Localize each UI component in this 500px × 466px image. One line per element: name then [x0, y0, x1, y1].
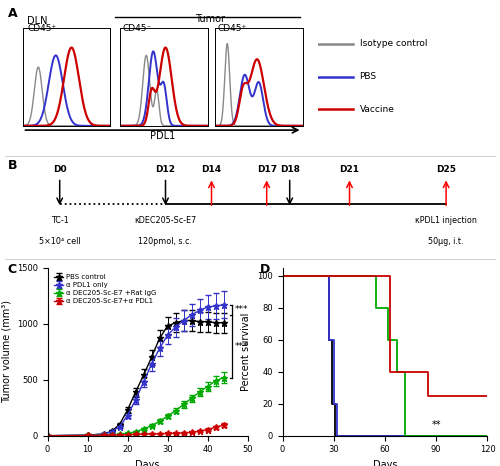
Text: A: A — [8, 7, 17, 20]
Text: D12: D12 — [156, 164, 176, 174]
Text: CD45⁻: CD45⁻ — [122, 24, 152, 33]
Text: Vaccine: Vaccine — [360, 105, 394, 114]
Text: ***: *** — [234, 305, 248, 315]
Text: κDEC205-Sc-E7: κDEC205-Sc-E7 — [134, 216, 196, 225]
Text: DLN: DLN — [28, 16, 48, 26]
Text: PDL1: PDL1 — [150, 131, 175, 141]
Text: D21: D21 — [340, 164, 359, 174]
Text: CD45⁺: CD45⁺ — [28, 24, 57, 33]
Text: D14: D14 — [202, 164, 222, 174]
Text: D0: D0 — [53, 164, 66, 174]
Text: D17: D17 — [256, 164, 277, 174]
Text: 120pmol, s.c.: 120pmol, s.c. — [138, 237, 192, 246]
Text: C: C — [8, 263, 16, 276]
Y-axis label: Tumor volume (mm³): Tumor volume (mm³) — [1, 300, 11, 404]
Text: κPDL1 injection: κPDL1 injection — [415, 216, 477, 225]
Text: **: ** — [432, 420, 441, 430]
Text: CD45⁺: CD45⁺ — [218, 24, 247, 33]
Text: PBS: PBS — [360, 72, 376, 81]
Text: D25: D25 — [436, 164, 456, 174]
Text: Tumor: Tumor — [195, 14, 225, 24]
Text: Isotype control: Isotype control — [360, 39, 427, 48]
Text: D18: D18 — [280, 164, 299, 174]
Y-axis label: Percent survival: Percent survival — [242, 313, 252, 391]
X-axis label: Days: Days — [135, 460, 160, 466]
Text: D: D — [260, 263, 270, 276]
X-axis label: Days: Days — [373, 460, 397, 466]
Text: TC-1: TC-1 — [51, 216, 68, 225]
Text: 50μg, i.t.: 50μg, i.t. — [428, 237, 464, 246]
Legend: PBS control, α PDL1 only, α DEC205-Sc-E7 +Rat IgG, α DEC205-Sc-E7+α PDL1: PBS control, α PDL1 only, α DEC205-Sc-E7… — [51, 271, 160, 307]
Text: B: B — [8, 159, 17, 172]
Text: 5×10⁴ cell: 5×10⁴ cell — [39, 237, 80, 246]
Text: ***: *** — [234, 342, 248, 351]
